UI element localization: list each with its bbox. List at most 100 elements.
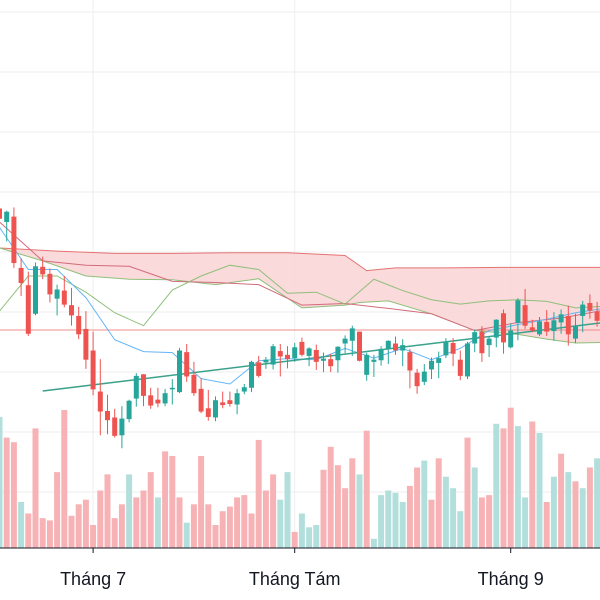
candle-down bbox=[205, 389, 211, 421]
volume-bar bbox=[205, 504, 212, 548]
volume-bar bbox=[284, 472, 291, 548]
cloud-area bbox=[0, 247, 600, 343]
candle-body bbox=[357, 331, 362, 361]
candle-body bbox=[69, 305, 74, 316]
candle-body bbox=[349, 328, 355, 341]
candle-body bbox=[133, 375, 139, 399]
volume-bar bbox=[464, 437, 471, 548]
candle-body bbox=[141, 374, 146, 396]
volume-bar bbox=[392, 492, 399, 548]
candle-body bbox=[407, 352, 413, 371]
candle-up bbox=[349, 325, 355, 356]
volume-bar bbox=[183, 522, 190, 548]
candle-body bbox=[493, 319, 499, 338]
candle-body bbox=[371, 359, 377, 362]
candle-body bbox=[328, 359, 334, 367]
candle-up bbox=[364, 352, 370, 381]
candle-body bbox=[184, 352, 190, 377]
candle-up bbox=[54, 284, 60, 316]
candle-up bbox=[33, 262, 38, 316]
candle-body bbox=[105, 411, 110, 421]
candle-body bbox=[263, 359, 269, 363]
volume-bar bbox=[320, 469, 327, 548]
candle-body bbox=[306, 348, 312, 356]
candle-body bbox=[393, 343, 398, 351]
volume-bar bbox=[514, 426, 521, 548]
candle-body bbox=[544, 321, 550, 332]
candle-body bbox=[126, 400, 132, 420]
candle-body bbox=[241, 387, 247, 392]
ichimoku-cloud bbox=[0, 247, 600, 344]
candle-down bbox=[256, 355, 262, 378]
candle-body bbox=[25, 285, 31, 334]
candle-body bbox=[313, 349, 319, 362]
volume-bar bbox=[54, 472, 61, 548]
candle-body bbox=[76, 315, 82, 335]
volume-bar bbox=[169, 456, 176, 548]
candle-up bbox=[126, 399, 132, 423]
candle-down bbox=[105, 394, 110, 435]
volume-bar bbox=[118, 504, 125, 548]
candle-body bbox=[220, 402, 226, 406]
candle-body bbox=[565, 315, 571, 335]
candle-down bbox=[393, 336, 398, 355]
candle-down bbox=[450, 338, 456, 367]
candle-body bbox=[227, 400, 233, 404]
volume-bar bbox=[61, 410, 68, 548]
candle-down bbox=[544, 310, 550, 336]
candle-body bbox=[18, 267, 24, 284]
volume-bar bbox=[39, 518, 46, 548]
volume-bar bbox=[18, 502, 25, 548]
candle-down bbox=[198, 378, 204, 414]
volume-bar bbox=[356, 474, 363, 548]
candle-body bbox=[537, 321, 542, 335]
volume-bar bbox=[270, 474, 277, 548]
candle-body bbox=[364, 354, 370, 375]
candle-up bbox=[558, 309, 564, 334]
candle-body bbox=[61, 290, 67, 305]
candle-up bbox=[371, 354, 377, 377]
candle-body bbox=[97, 391, 103, 412]
candle-body bbox=[54, 289, 60, 299]
candle-up bbox=[508, 323, 514, 349]
volume-bar bbox=[378, 495, 385, 548]
candle-up bbox=[580, 300, 586, 333]
candle-body bbox=[90, 350, 96, 390]
candle-body bbox=[177, 350, 182, 393]
candle-body bbox=[0, 208, 2, 219]
volume-bar bbox=[478, 497, 485, 548]
candle-down bbox=[594, 301, 600, 327]
volume-bar bbox=[313, 525, 320, 548]
candle-down bbox=[313, 344, 319, 370]
candle-body bbox=[421, 371, 427, 382]
volume-bar bbox=[370, 538, 377, 548]
candle-down bbox=[76, 306, 82, 340]
candle-body bbox=[191, 374, 197, 394]
candle-body bbox=[573, 326, 578, 339]
candle-body bbox=[155, 399, 161, 404]
candle-down bbox=[18, 258, 24, 296]
volume-bar bbox=[543, 502, 550, 548]
volume-bar bbox=[10, 442, 17, 548]
candle-body bbox=[515, 300, 521, 323]
candle-up bbox=[573, 313, 578, 343]
volume-bar bbox=[75, 504, 82, 548]
candle-up bbox=[465, 341, 470, 380]
candle-up bbox=[385, 340, 391, 365]
candle-up bbox=[421, 364, 427, 386]
candle-body bbox=[292, 347, 298, 359]
candle-down bbox=[501, 309, 506, 354]
candle-body bbox=[378, 348, 384, 361]
candle-up bbox=[335, 346, 341, 373]
volume-bar bbox=[234, 497, 241, 548]
volume-bar bbox=[565, 472, 572, 548]
candle-down bbox=[40, 256, 46, 280]
candle-down bbox=[83, 311, 89, 369]
candle-body bbox=[213, 400, 218, 418]
cloud-upper-line bbox=[0, 247, 600, 272]
candle-down bbox=[479, 326, 485, 362]
candle-body bbox=[119, 418, 125, 436]
candle-body bbox=[443, 341, 449, 356]
volume-bar bbox=[46, 520, 53, 548]
candle-up bbox=[270, 344, 276, 370]
